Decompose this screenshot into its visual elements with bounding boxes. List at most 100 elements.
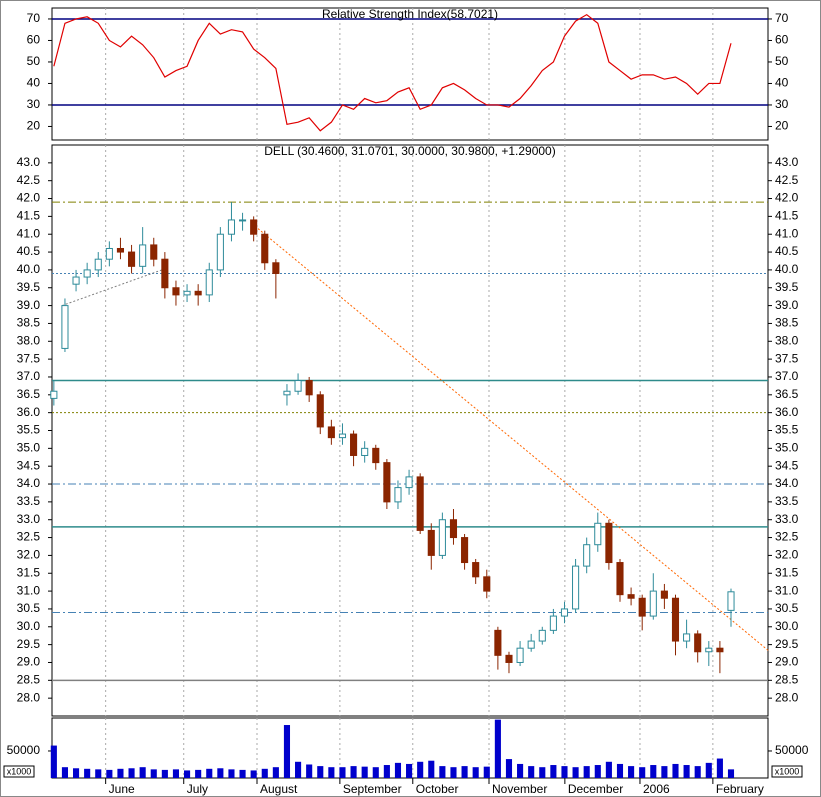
volume-bar: [261, 768, 268, 778]
x-tick-label: October: [416, 782, 459, 796]
volume-bar: [84, 768, 91, 778]
candle-body: [272, 262, 280, 274]
candle-body: [283, 390, 291, 396]
volume-bar: [228, 769, 235, 778]
volume-bar: [428, 760, 435, 778]
y-tick-label: 34.5: [17, 458, 41, 472]
candle-body: [705, 647, 713, 653]
candle-body: [438, 519, 446, 556]
volume-bar: [106, 769, 113, 778]
y-tick-label: 40.0: [775, 262, 799, 276]
volume-bar: [328, 767, 335, 778]
y-tick-label: 28.0: [775, 690, 799, 704]
y-tick-label: 30.5: [775, 601, 799, 615]
volume-bar: [283, 725, 291, 778]
candle-body: [472, 562, 480, 578]
volume-bar: [95, 769, 102, 778]
y-tick-label: 35.0: [17, 441, 41, 455]
candle-body: [394, 487, 402, 503]
y-tick-label: 35.5: [17, 423, 41, 437]
y-tick-label: 33.0: [17, 512, 41, 526]
y-tick-label: 32.0: [17, 548, 41, 562]
candle-body: [83, 269, 91, 278]
y-tick-label: 38.0: [775, 333, 799, 347]
volume-bar: [250, 770, 257, 778]
candle-body: [350, 433, 358, 456]
candle-body: [161, 258, 169, 289]
volume-bar: [172, 769, 180, 778]
y-tick-label: 34.0: [775, 476, 799, 490]
y-tick-label: 60: [775, 33, 789, 47]
y-tick-label: 20: [775, 119, 789, 133]
candle-body: [227, 219, 236, 235]
y-tick-label: 50000: [775, 743, 809, 757]
y-tick-label: 20: [27, 119, 41, 133]
y-tick-label: 42.0: [775, 191, 799, 205]
candle-body: [694, 633, 702, 653]
volume-bar: [72, 768, 80, 778]
y-tick-label: 30: [27, 97, 41, 111]
candle-body: [61, 305, 69, 349]
x-tick-label: August: [260, 782, 298, 796]
panel-title: Relative Strength Index(58.7021): [322, 7, 498, 21]
candle-body: [72, 276, 80, 285]
y-tick-label: 29.5: [17, 637, 41, 651]
y-tick-label: 28.5: [17, 672, 41, 686]
y-tick-label: 37.0: [775, 369, 799, 383]
y-tick-label: 43.0: [775, 155, 799, 169]
candle-body: [560, 608, 569, 617]
volume-bar: [572, 767, 579, 778]
x-tick-label: February: [716, 782, 764, 796]
volume-bar: [539, 767, 546, 778]
candle-body: [383, 462, 391, 503]
candle-body: [627, 594, 635, 599]
volume-bar: [450, 767, 457, 778]
volume-bar: [672, 763, 679, 778]
volume-bar: [683, 765, 690, 778]
y-tick-label: 37.5: [17, 351, 41, 365]
y-tick-label: 40.5: [775, 244, 799, 258]
candle-body: [660, 590, 668, 599]
candle-body: [183, 290, 191, 296]
candle-body: [150, 244, 158, 260]
candle-body: [372, 447, 380, 464]
y-tick-label: 29.0: [17, 655, 41, 669]
y-tick-label: 40: [775, 76, 789, 90]
y-tick-label: 31.0: [17, 583, 41, 597]
unit-box: [771, 765, 803, 778]
volume-bar: [628, 766, 635, 778]
candle-body: [516, 647, 524, 663]
y-tick-label: 42.5: [17, 173, 41, 187]
candle-body: [649, 590, 657, 617]
volume-bar: [483, 766, 490, 778]
y-tick-label: 50: [775, 54, 789, 68]
y-tick-label: 36.0: [775, 405, 799, 419]
candle-body: [505, 654, 513, 663]
volume-bar: [605, 761, 612, 778]
volume-bar: [139, 767, 146, 778]
volume-bar: [339, 767, 346, 778]
y-tick-label: 33.5: [775, 494, 799, 508]
candle-body: [583, 544, 591, 567]
candle-body: [683, 633, 691, 642]
y-tick-label: 34.5: [775, 458, 799, 472]
candle-body: [261, 233, 269, 264]
y-tick-label: 30: [775, 97, 789, 111]
candle-body: [361, 447, 369, 456]
y-tick-label: 30.0: [17, 619, 41, 633]
y-tick-label: 50: [27, 54, 41, 68]
candle-body: [427, 529, 435, 556]
candle-body: [128, 251, 136, 267]
y-tick-label: 38.0: [17, 333, 41, 347]
candle-body: [327, 426, 335, 439]
y-tick-label: 50000: [7, 743, 41, 757]
volume-bar: [517, 763, 524, 778]
y-tick-label: 28.0: [17, 690, 41, 704]
volume-bar: [239, 769, 246, 778]
y-tick-label: 37.0: [17, 369, 41, 383]
y-tick-label: 30.5: [17, 601, 41, 615]
candle-body: [105, 247, 113, 260]
y-tick-label: 42.5: [775, 173, 799, 187]
volume-bar: [528, 766, 535, 778]
volume-bar: [639, 767, 646, 778]
